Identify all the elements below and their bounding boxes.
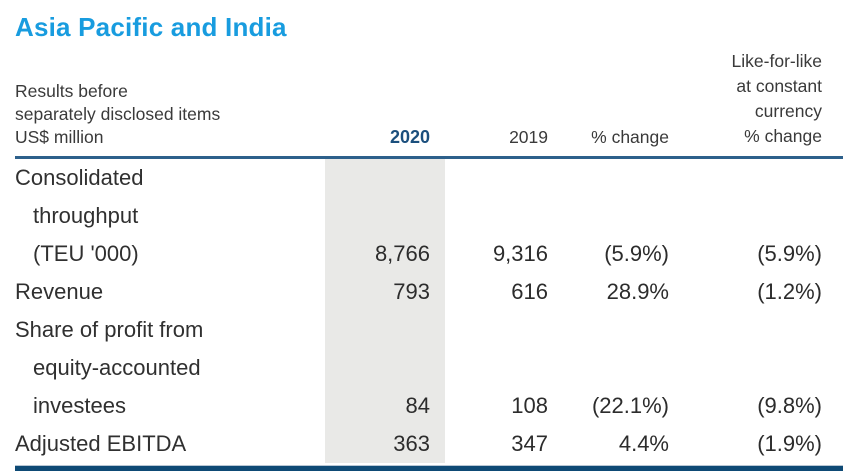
column-header-pct-change: % change <box>591 127 669 147</box>
column-header-2019: 2019 <box>509 127 548 147</box>
table-subtitle: Results before separately disclosed item… <box>15 80 325 149</box>
value-pct-change: (22.1%) <box>591 393 669 418</box>
value-pct-change: 28.9% <box>606 279 669 304</box>
value-2020: 8,766 <box>325 159 445 273</box>
row-label: Adjusted EBITDA <box>15 431 187 456</box>
bottom-border <box>15 465 843 471</box>
value-pct-change: (5.9%) <box>604 241 669 266</box>
table-subtitle-line: Results before <box>15 81 128 101</box>
table-row: Share of profit from equity-accounted in… <box>15 311 843 425</box>
row-label: Share of profit from equity-accounted in… <box>15 317 204 418</box>
table-row: Consolidated throughput (TEU '000) 8,766… <box>15 159 843 273</box>
table-subtitle-line: US$ million <box>15 127 104 147</box>
table-header: Results before separately disclosed item… <box>15 49 843 156</box>
table-body: Consolidated throughput (TEU '000) 8,766… <box>15 159 843 465</box>
value-lfl-pct-change: (9.8%) <box>757 393 822 418</box>
row-label: Consolidated throughput (TEU '000) <box>15 165 144 266</box>
value-pct-change: 4.4% <box>618 431 669 456</box>
value-lfl-pct-change: (1.2%) <box>757 279 822 304</box>
column-header-like-for-like-line: Like-for-like <box>731 51 822 71</box>
value-2019: 616 <box>511 279 548 304</box>
value-2020: 363 <box>325 425 445 463</box>
value-2019: 108 <box>511 393 548 418</box>
value-lfl-pct-change: (5.9%) <box>757 241 822 266</box>
value-lfl-pct-change: (1.9%) <box>757 431 822 456</box>
column-header-like-for-like-line: at constant <box>736 76 822 96</box>
value-2020: 793 <box>325 273 445 311</box>
section-title: Asia Pacific and India <box>15 12 287 42</box>
column-header-like-for-like-line: currency <box>754 101 822 121</box>
table-row: Adjusted EBITDA 363 347 4.4% (1.9%) <box>15 425 843 463</box>
value-2019: 347 <box>511 431 548 456</box>
value-2019: 9,316 <box>492 241 548 266</box>
header-divider <box>15 156 843 159</box>
column-header-like-for-like-line: % change <box>744 126 822 146</box>
column-header-like-for-like: Like-for-like at constant currency % cha… <box>669 49 843 149</box>
column-header-2020: 2020 <box>389 127 430 147</box>
table-row: Revenue 793 616 28.9% (1.2%) <box>15 273 843 311</box>
row-label: Revenue <box>15 279 104 304</box>
table-subtitle-line: separately disclosed items <box>15 104 221 124</box>
value-2020: 84 <box>325 311 445 425</box>
